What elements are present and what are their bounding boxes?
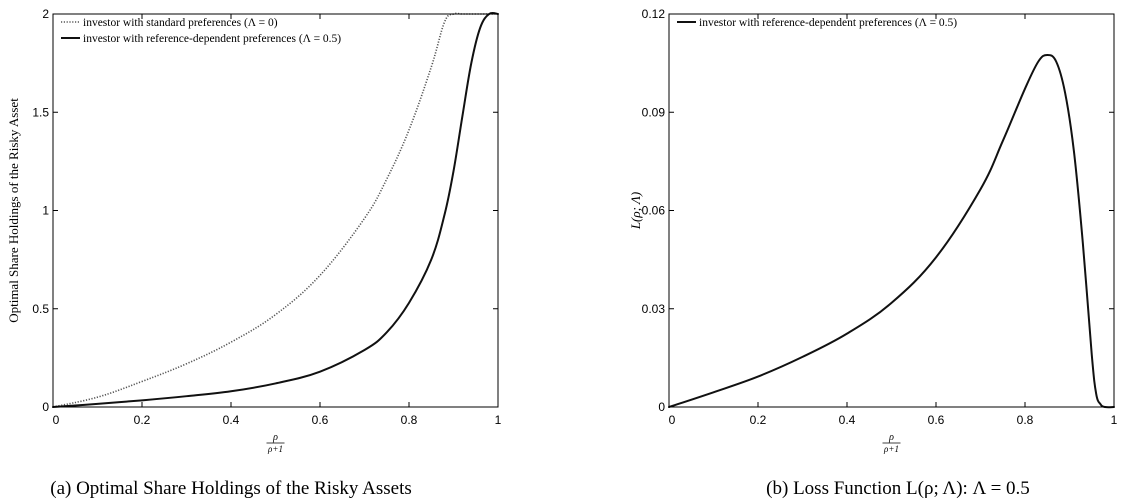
- panel-b-y-tick-label: 0.03: [642, 302, 666, 316]
- panel-a-caption: (a) Optimal Share Holdings of the Risky …: [50, 478, 412, 499]
- panel-a-x-label-numerator: ρ: [272, 432, 278, 443]
- panel-b-y-axis-label: L(ρ; Λ): [628, 192, 643, 230]
- panel-b-axes-box: [668, 13, 1115, 408]
- panel-a-y-tick-label: 0.5: [32, 302, 49, 316]
- panel-b-x-label-denominator: ρ+1: [883, 444, 899, 454]
- panel-b-y-tick-label: 0.06: [642, 204, 666, 218]
- panel-a-x-tick-label: 0.8: [401, 413, 418, 427]
- panel-a-x-tick-label: 0.4: [223, 413, 240, 427]
- panel-b-y-tick-label: 0.09: [642, 105, 666, 119]
- panel-a-x-axis-label: ρ ρ+1: [266, 432, 285, 454]
- panel-a-y-axis-label: Optimal Share Holdings of the Risky Asse…: [6, 98, 21, 323]
- panel-a-y-tick-label: 0: [42, 400, 49, 414]
- panel-a-series-line-1: [52, 12, 498, 408]
- panel-b-x-label-numerator: ρ: [888, 432, 894, 443]
- panel-a-x-tick-label: 0.2: [134, 413, 151, 427]
- panel-b-series-line-1: [668, 53, 1115, 409]
- panel-b-x-tick-label: 0.2: [750, 413, 767, 427]
- panel-a-legend-label: investor with standard preferences (Λ = …: [83, 17, 278, 29]
- panel-a-x-tick-label: 0.6: [312, 413, 329, 427]
- panel-b-legend-label: investor with reference-dependent prefer…: [699, 17, 957, 29]
- panel-a-y-tick-label: 2: [42, 7, 49, 21]
- panel-b-y-tick-label: 0.12: [642, 7, 666, 21]
- panel-a-legend-label: investor with reference-dependent prefer…: [83, 33, 341, 45]
- panel-a-x-tick-label: 1: [495, 413, 502, 427]
- panel-a-plot-lines: [52, 11, 499, 408]
- panel-a-y-tick-label: 1.5: [32, 105, 49, 119]
- panel-a-axes-box: [52, 13, 499, 408]
- panel-a-x-ticks: 0 0.2 0.4 0.6 0.8 1: [52, 14, 502, 427]
- panel-a-chart: 0 0.5 1 1.5 2 0 0.2 0.4 0.6 0.8 1 investor with s…: [6, 7, 502, 499]
- panel-b-chart: 0 0.03 0.06 0.09 0.12 0 0.2 0.4 0.6 0.8 1 investo…: [628, 7, 1118, 499]
- panel-b-x-axis-label: ρ ρ+1: [882, 432, 901, 454]
- panel-a-legend: investor with standard preferences (Λ = …: [61, 17, 341, 45]
- panel-b-y-tick-label: 0: [658, 400, 665, 414]
- panel-a-y-tick-label: 1: [42, 204, 49, 218]
- panel-b-x-ticks: 0 0.2 0.4 0.6 0.8 1: [668, 14, 1118, 427]
- panel-b-x-tick-label: 0: [669, 413, 676, 427]
- panel-b-x-tick-label: 0.6: [928, 413, 945, 427]
- panel-b-x-tick-label: 0.8: [1017, 413, 1034, 427]
- panel-b-caption: (b) Loss Function L(ρ; Λ): Λ = 0.5: [766, 478, 1030, 499]
- panel-b-y-ticks: 0 0.03 0.06 0.09 0.12: [642, 7, 1114, 414]
- panel-b-x-tick-label: 0.4: [839, 413, 856, 427]
- panel-a-x-tick-label: 0: [53, 413, 60, 427]
- panel-a-y-ticks: 0 0.5 1 1.5 2: [32, 7, 498, 414]
- panel-a-x-label-denominator: ρ+1: [267, 444, 283, 454]
- panel-b-x-tick-label: 1: [1111, 413, 1118, 427]
- panel-b-plot-lines: [668, 53, 1115, 409]
- panel-a-series-line-2: [52, 11, 499, 408]
- panel-b-legend: investor with reference-dependent prefer…: [677, 17, 957, 29]
